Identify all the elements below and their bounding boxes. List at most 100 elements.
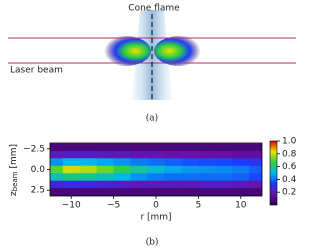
- heat-cell: [50, 188, 64, 196]
- heat-cell: [96, 158, 115, 167]
- colorbar-tick-label: 0.2: [282, 188, 296, 198]
- heat-cell: [249, 180, 262, 189]
- x-axis-label: r [mm]: [140, 213, 171, 223]
- heat-cell: [96, 188, 115, 196]
- heat-cell: [62, 165, 81, 174]
- heat-cell: [79, 188, 98, 196]
- heat-cell: [62, 150, 81, 159]
- heat-cell: [79, 180, 98, 189]
- heat-cell: [215, 180, 233, 189]
- heat-cell: [198, 165, 216, 174]
- colorbar-tick-label: 0.8: [282, 149, 297, 159]
- heat-cell: [198, 158, 216, 167]
- heat-cell: [130, 158, 149, 167]
- colorbar-tick-label: 0.6: [282, 162, 297, 172]
- y-tick-label: 2.5: [31, 186, 45, 196]
- figure: Cone flame Laser beam (a) r [mm] zbeam […: [8, 4, 297, 248]
- heat-cell: [96, 180, 115, 189]
- heat-cell: [198, 180, 216, 189]
- signal-left: [99, 36, 151, 66]
- heat-cell: [249, 143, 262, 152]
- heat-cell: [130, 180, 149, 189]
- heat-cell: [164, 165, 182, 174]
- heat-cell: [79, 143, 98, 152]
- heat-cell: [79, 173, 98, 182]
- heat-cell: [181, 143, 199, 152]
- heat-cell: [113, 188, 132, 196]
- colorbar-tick-label: 0.4: [282, 175, 297, 185]
- heat-cell: [215, 165, 233, 174]
- heat-cell: [215, 143, 233, 152]
- y-axis-label: zbeam [mm]: [9, 144, 20, 196]
- flame-label: Cone flame: [128, 4, 180, 14]
- heat-cell: [232, 150, 250, 159]
- heat-cell: [50, 173, 64, 182]
- heat-cell: [113, 173, 132, 182]
- heat-cell: [215, 188, 233, 196]
- heat-cell: [130, 143, 149, 152]
- x-tick-label: 5: [196, 201, 202, 211]
- heat-cell: [50, 150, 64, 159]
- heat-cell: [50, 143, 64, 152]
- heat-cell: [198, 150, 216, 159]
- heat-cell: [232, 173, 250, 182]
- heat-cell: [96, 143, 115, 152]
- y-tick-label: −2.5: [23, 144, 45, 154]
- heat-cell: [232, 143, 250, 152]
- heat-cell: [113, 143, 132, 152]
- heat-cell: [249, 165, 262, 174]
- y-tick-label: 0.0: [31, 165, 46, 175]
- heat-cell: [147, 158, 165, 167]
- heat-cell: [96, 150, 115, 159]
- heat-cell: [164, 158, 182, 167]
- colorbar-tick-label: 1.0: [282, 137, 297, 147]
- signal-right: [154, 36, 206, 66]
- heat-cell: [249, 158, 262, 167]
- heat-cell: [232, 188, 250, 196]
- heat-cell: [164, 143, 182, 152]
- heat-cell: [113, 180, 132, 189]
- y-label-unit: [mm]: [9, 144, 19, 171]
- heat-cell: [147, 165, 165, 174]
- heat-cell: [147, 143, 165, 152]
- heat-cell: [113, 150, 132, 159]
- beam-label: Laser beam: [10, 66, 63, 76]
- heat-cell: [147, 180, 165, 189]
- heat-cell: [113, 165, 132, 174]
- y-label-sub: beam: [11, 171, 19, 191]
- heat-cell: [215, 150, 233, 159]
- heat-cell: [130, 173, 149, 182]
- schematic: Cone flame Laser beam (a): [8, 4, 296, 124]
- heat-cell: [96, 165, 115, 174]
- x-tick-label: −10: [62, 201, 81, 211]
- heat-cell: [215, 158, 233, 167]
- heat-cell: [181, 150, 199, 159]
- heat-cell: [62, 143, 81, 152]
- heat-cell: [215, 173, 233, 182]
- x-tick-label: 0: [153, 201, 159, 211]
- x-tick-label: 10: [235, 201, 247, 211]
- heat-cell: [164, 150, 182, 159]
- heat-cell: [62, 173, 81, 182]
- heat-cell: [130, 188, 149, 196]
- heat-cell: [113, 158, 132, 167]
- heat-cell: [232, 158, 250, 167]
- heat-cell: [164, 188, 182, 196]
- heat-cell: [50, 165, 64, 174]
- heat-cell: [50, 158, 64, 167]
- heat-cell: [147, 173, 165, 182]
- heat-cell: [232, 180, 250, 189]
- caption: (a): [146, 113, 158, 124]
- heat-cell: [164, 180, 182, 189]
- colorbar: [269, 140, 278, 206]
- heat-cell: [62, 158, 81, 167]
- caption: (b): [146, 237, 159, 248]
- x-tick-label: −5: [107, 201, 120, 211]
- heat-cell: [130, 165, 149, 174]
- heat-cell: [147, 150, 165, 159]
- heat-cell: [249, 150, 262, 159]
- heat-cell: [198, 188, 216, 196]
- heat-cell: [79, 150, 98, 159]
- heat-cell: [79, 165, 98, 174]
- heat-cell: [62, 188, 81, 196]
